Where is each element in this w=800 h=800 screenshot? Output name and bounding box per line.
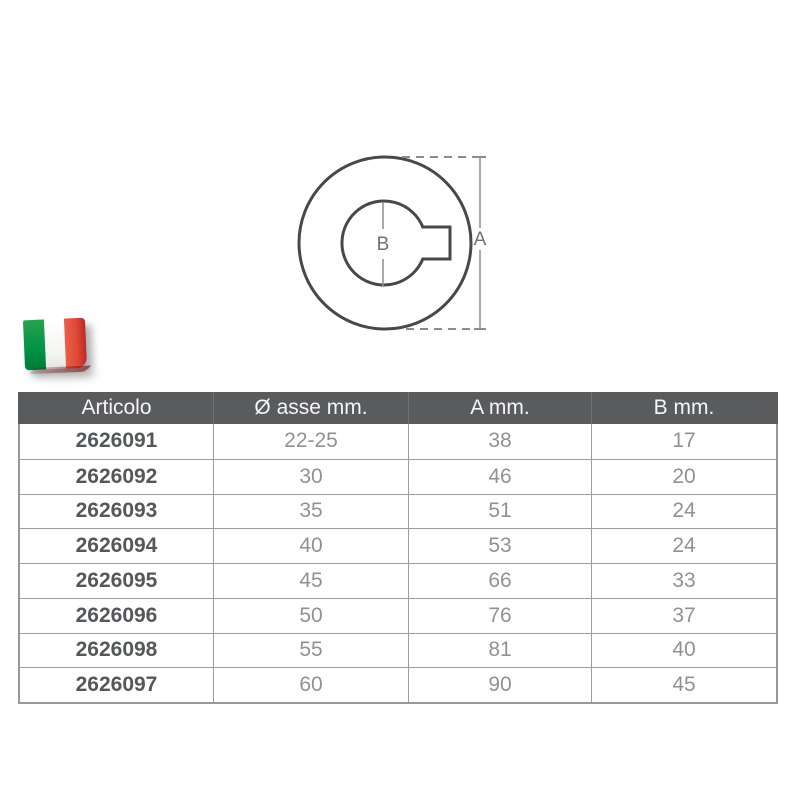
keyhole-shape <box>340 199 452 287</box>
italy-flag-icon <box>22 317 88 371</box>
label-a: A <box>474 229 487 250</box>
table-body: 2626091 22-25 38 17 2626092 30 46 20 2626093 35 51… <box>20 424 776 702</box>
label-b: B <box>377 234 390 255</box>
dimension-value-cell: 24 <box>591 529 776 563</box>
dimension-value-cell: 45 <box>591 668 776 702</box>
dimension-value-cell: 60 <box>213 668 408 702</box>
dimension-value-cell: 51 <box>408 494 591 529</box>
article-number-cell: 2626092 <box>75 464 158 488</box>
table-header-row: Articolo Ø asse mm. A mm. B mm. <box>18 392 778 424</box>
dimension-value-cell: 66 <box>408 564 591 598</box>
table-row: 2626098 55 81 40 <box>20 632 776 668</box>
dimension-value-cell: 76 <box>408 598 591 633</box>
table-row: 2626092 30 46 20 <box>20 458 776 494</box>
dimension-value-cell: 35 <box>213 494 408 529</box>
table-row: 2626097 60 90 45 <box>20 667 776 702</box>
dimension-value-cell: 55 <box>213 633 408 668</box>
article-number-cell: 2626094 <box>75 534 158 558</box>
outer-circle <box>297 155 473 331</box>
shaft-anode-diagram: B A <box>297 155 487 331</box>
header-a-mm: A mm. <box>408 392 591 424</box>
article-number-cell: 2626098 <box>75 638 158 662</box>
dimension-value-cell: 53 <box>408 529 591 563</box>
flag-green-stripe <box>22 319 46 371</box>
dimension-value-cell: 50 <box>213 598 408 633</box>
article-number-cell: 2626095 <box>75 568 158 592</box>
dimension-value-cell: 46 <box>408 459 591 494</box>
dimension-value-cell: 40 <box>213 529 408 563</box>
table-row: 2626094 40 53 24 <box>20 528 776 563</box>
dimension-value-cell: 90 <box>408 668 591 702</box>
article-number-cell: 2626097 <box>75 673 158 697</box>
dimension-value-cell: 38 <box>408 424 591 459</box>
article-number-cell: 2626093 <box>75 499 158 523</box>
dimension-value-cell: 45 <box>213 564 408 598</box>
flag-red-stripe <box>64 317 88 369</box>
dimension-value-cell: 33 <box>591 564 776 598</box>
dimension-value-cell: 37 <box>591 598 776 633</box>
dimension-value-cell: 30 <box>213 459 408 494</box>
article-number-cell: 2626096 <box>75 603 158 627</box>
dimension-value-cell: 20 <box>591 459 776 494</box>
header-axis-diameter: Ø asse mm. <box>213 392 408 424</box>
table-row: 2626095 45 66 33 <box>20 563 776 598</box>
dimension-value-cell: 17 <box>591 424 776 459</box>
article-number-cell: 2626091 <box>75 429 158 453</box>
table-row: 2626093 35 51 24 <box>20 493 776 529</box>
header-b-mm: B mm. <box>591 392 776 424</box>
dimension-value-cell: 40 <box>591 633 776 668</box>
spec-table: Articolo Ø asse mm. A mm. B mm. 2626091 2… <box>18 392 778 704</box>
header-articolo: Articolo <box>81 396 152 419</box>
table-row: 2626096 50 76 37 <box>20 597 776 633</box>
dimension-value-cell: 81 <box>408 633 591 668</box>
flag-white-stripe <box>43 318 67 370</box>
dimension-value-cell: 24 <box>591 494 776 529</box>
table-row: 2626091 22-25 38 17 <box>20 424 776 459</box>
dimension-value-cell: 22-25 <box>213 424 408 459</box>
